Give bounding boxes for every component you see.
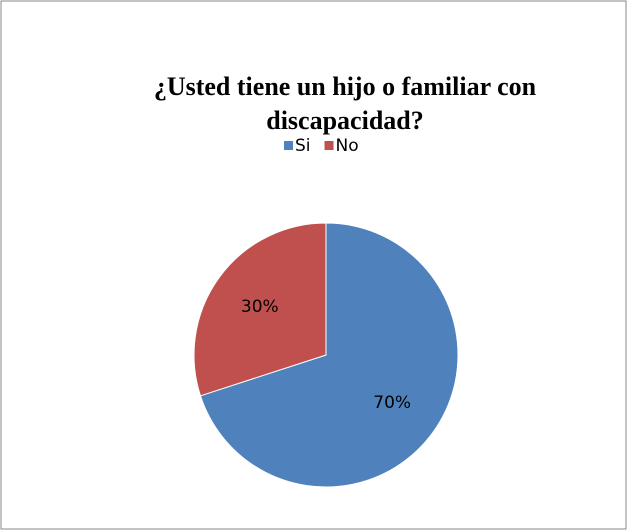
data-label: 30%: [241, 297, 279, 317]
pie-slice: [199, 222, 459, 488]
legend-label: No: [336, 136, 359, 156]
pie-slice: [193, 222, 327, 397]
data-label: 70%: [373, 393, 411, 413]
chart-title: ¿Usted tiene un hijo o familiar con disc…: [153, 72, 537, 135]
legend-label: Si: [295, 136, 311, 156]
legend-swatch: [284, 141, 293, 150]
legend-swatch: [324, 141, 334, 150]
